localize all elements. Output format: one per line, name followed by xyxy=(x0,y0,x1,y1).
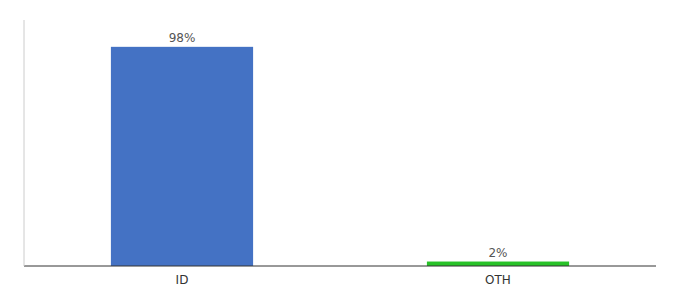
bar xyxy=(111,47,253,266)
bars xyxy=(111,47,569,266)
bar xyxy=(427,262,569,266)
data-label: 98% xyxy=(169,31,196,45)
data-label: 2% xyxy=(488,246,507,260)
x-axis-line xyxy=(24,266,656,267)
chart-container: ID OTH 98% 2% xyxy=(0,0,680,300)
y-axis-line xyxy=(24,20,25,266)
chart-svg: ID OTH 98% 2% xyxy=(0,0,680,300)
x-tick-label: OTH xyxy=(485,273,511,287)
x-tick-label: ID xyxy=(176,273,189,287)
